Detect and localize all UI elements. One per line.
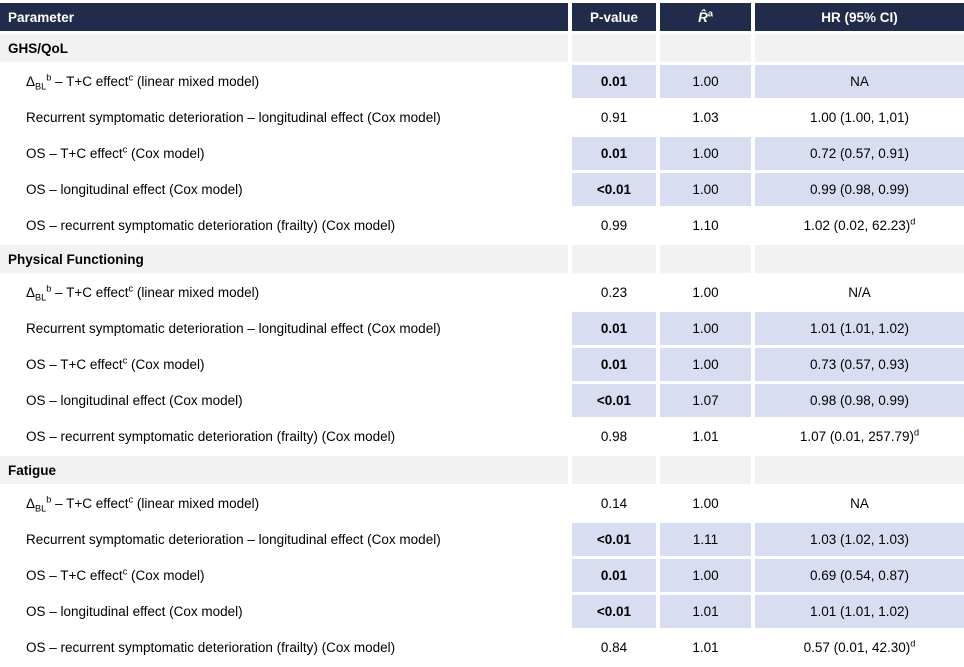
table-row: ΔBLb – T+C effectc (linear mixed model) … bbox=[0, 63, 964, 101]
r-hat-cell: 1.07 bbox=[658, 382, 755, 420]
parameter-cell: Recurrent symptomatic deterioration – lo… bbox=[0, 521, 572, 559]
r-hat-cell: 1.00 bbox=[658, 135, 755, 173]
parameter-cell: OS – T+C effectc (Cox model) bbox=[0, 557, 572, 595]
section-empty-cell bbox=[570, 32, 660, 65]
hr-ci-cell: 1.02 (0.02, 62.23)d bbox=[753, 207, 964, 245]
table-header: Parameter P-value R̂a HR (95% CI) bbox=[0, 3, 964, 34]
r-hat-cell: 1.00 bbox=[658, 557, 755, 595]
column-header-r-hat: R̂a bbox=[658, 3, 755, 34]
results-table: Parameter P-value R̂a HR (95% CI) GHS/Qo… bbox=[0, 3, 964, 667]
section-title: Fatigue bbox=[0, 454, 572, 487]
hr-ci-cell: 0.69 (0.54, 0.87) bbox=[753, 557, 964, 595]
hr-ci-cell: N/A bbox=[753, 274, 964, 312]
parameter-cell: Recurrent symptomatic deterioration – lo… bbox=[0, 310, 572, 348]
hr-ci-cell: NA bbox=[753, 63, 964, 101]
parameter-cell: OS – longitudinal effect (Cox model) bbox=[0, 171, 572, 209]
hr-ci-cell: 1.03 (1.02, 1.03) bbox=[753, 521, 964, 559]
column-header-parameter: Parameter bbox=[0, 3, 572, 34]
table-row: OS – longitudinal effect (Cox model) <0.… bbox=[0, 382, 964, 420]
p-value-cell: <0.01 bbox=[570, 382, 660, 420]
hr-ci-cell: 0.99 (0.98, 0.99) bbox=[753, 171, 964, 209]
table-row: Recurrent symptomatic deterioration – lo… bbox=[0, 521, 964, 559]
hr-ci-cell: 0.57 (0.01, 42.30)d bbox=[753, 629, 964, 667]
parameter-cell: OS – T+C effectc (Cox model) bbox=[0, 346, 572, 384]
parameter-cell: ΔBLb – T+C effectc (linear mixed model) bbox=[0, 63, 572, 101]
r-hat-cell: 1.00 bbox=[658, 346, 755, 384]
table-row: Recurrent symptomatic deterioration – lo… bbox=[0, 310, 964, 348]
p-value-cell: 0.01 bbox=[570, 63, 660, 101]
hr-ci-cell: 1.00 (1.00, 1,01) bbox=[753, 99, 964, 137]
section-header-row: Fatigue bbox=[0, 454, 964, 487]
section-empty-cell bbox=[658, 454, 755, 487]
parameter-cell: OS – recurrent symptomatic deterioration… bbox=[0, 207, 572, 245]
section-title: Physical Functioning bbox=[0, 243, 572, 276]
r-hat-cell: 1.01 bbox=[658, 418, 755, 456]
table-row: OS – longitudinal effect (Cox model) <0.… bbox=[0, 171, 964, 209]
table-row: OS – recurrent symptomatic deterioration… bbox=[0, 418, 964, 456]
table-row: OS – T+C effectc (Cox model) 0.01 1.00 0… bbox=[0, 557, 964, 595]
section-title: GHS/QoL bbox=[0, 32, 572, 65]
p-value-cell: <0.01 bbox=[570, 593, 660, 631]
p-value-cell: <0.01 bbox=[570, 521, 660, 559]
section-empty-cell bbox=[753, 32, 964, 65]
p-value-cell: 0.91 bbox=[570, 99, 660, 137]
parameter-cell: OS – longitudinal effect (Cox model) bbox=[0, 593, 572, 631]
table-row: OS – T+C effectc (Cox model) 0.01 1.00 0… bbox=[0, 135, 964, 173]
table-row: ΔBLb – T+C effectc (linear mixed model) … bbox=[0, 485, 964, 523]
section-header-row: GHS/QoL bbox=[0, 32, 964, 65]
r-hat-cell: 1.00 bbox=[658, 171, 755, 209]
hr-ci-cell: NA bbox=[753, 485, 964, 523]
hr-ci-cell: 0.98 (0.98, 0.99) bbox=[753, 382, 964, 420]
p-value-cell: 0.84 bbox=[570, 629, 660, 667]
r-hat-cell: 1.00 bbox=[658, 310, 755, 348]
p-value-cell: 0.23 bbox=[570, 274, 660, 312]
p-value-cell: 0.01 bbox=[570, 310, 660, 348]
parameter-cell: OS – T+C effectc (Cox model) bbox=[0, 135, 572, 173]
parameter-cell: Recurrent symptomatic deterioration – lo… bbox=[0, 99, 572, 137]
parameter-cell: ΔBLb – T+C effectc (linear mixed model) bbox=[0, 274, 572, 312]
parameter-cell: OS – recurrent symptomatic deterioration… bbox=[0, 629, 572, 667]
header-row: Parameter P-value R̂a HR (95% CI) bbox=[0, 3, 964, 34]
r-hat-cell: 1.01 bbox=[658, 629, 755, 667]
p-value-cell: 0.14 bbox=[570, 485, 660, 523]
section-empty-cell bbox=[570, 243, 660, 276]
table-row: OS – recurrent symptomatic deterioration… bbox=[0, 207, 964, 245]
section-header-row: Physical Functioning bbox=[0, 243, 964, 276]
hr-ci-cell: 1.01 (1.01, 1.02) bbox=[753, 310, 964, 348]
p-value-cell: 0.01 bbox=[570, 346, 660, 384]
p-value-cell: 0.98 bbox=[570, 418, 660, 456]
section-empty-cell bbox=[753, 454, 964, 487]
r-hat-cell: 1.00 bbox=[658, 63, 755, 101]
p-value-cell: 0.99 bbox=[570, 207, 660, 245]
r-hat-cell: 1.01 bbox=[658, 593, 755, 631]
r-hat-cell: 1.03 bbox=[658, 99, 755, 137]
r-hat-cell: 1.11 bbox=[658, 521, 755, 559]
hr-ci-cell: 0.72 (0.57, 0.91) bbox=[753, 135, 964, 173]
parameter-cell: ΔBLb – T+C effectc (linear mixed model) bbox=[0, 485, 572, 523]
table-row: ΔBLb – T+C effectc (linear mixed model) … bbox=[0, 274, 964, 312]
column-header-hr-ci: HR (95% CI) bbox=[753, 3, 964, 34]
table-body: GHS/QoL ΔBLb – T+C effectc (linear mixed… bbox=[0, 32, 964, 667]
hr-ci-cell: 0.73 (0.57, 0.93) bbox=[753, 346, 964, 384]
p-value-cell: 0.01 bbox=[570, 557, 660, 595]
table-row: OS – longitudinal effect (Cox model) <0.… bbox=[0, 593, 964, 631]
section-empty-cell bbox=[570, 454, 660, 487]
r-hat-cell: 1.00 bbox=[658, 274, 755, 312]
table-row: Recurrent symptomatic deterioration – lo… bbox=[0, 99, 964, 137]
hr-ci-cell: 1.07 (0.01, 257.79)d bbox=[753, 418, 964, 456]
table-row: OS – T+C effectc (Cox model) 0.01 1.00 0… bbox=[0, 346, 964, 384]
r-hat-cell: 1.10 bbox=[658, 207, 755, 245]
column-header-p-value: P-value bbox=[570, 3, 660, 34]
parameter-cell: OS – recurrent symptomatic deterioration… bbox=[0, 418, 572, 456]
p-value-cell: 0.01 bbox=[570, 135, 660, 173]
parameter-cell: OS – longitudinal effect (Cox model) bbox=[0, 382, 572, 420]
table-row: OS – recurrent symptomatic deterioration… bbox=[0, 629, 964, 667]
p-value-cell: <0.01 bbox=[570, 171, 660, 209]
section-empty-cell bbox=[658, 243, 755, 276]
r-hat-cell: 1.00 bbox=[658, 485, 755, 523]
hr-ci-cell: 1.01 (1.01, 1.02) bbox=[753, 593, 964, 631]
section-empty-cell bbox=[658, 32, 755, 65]
section-empty-cell bbox=[753, 243, 964, 276]
